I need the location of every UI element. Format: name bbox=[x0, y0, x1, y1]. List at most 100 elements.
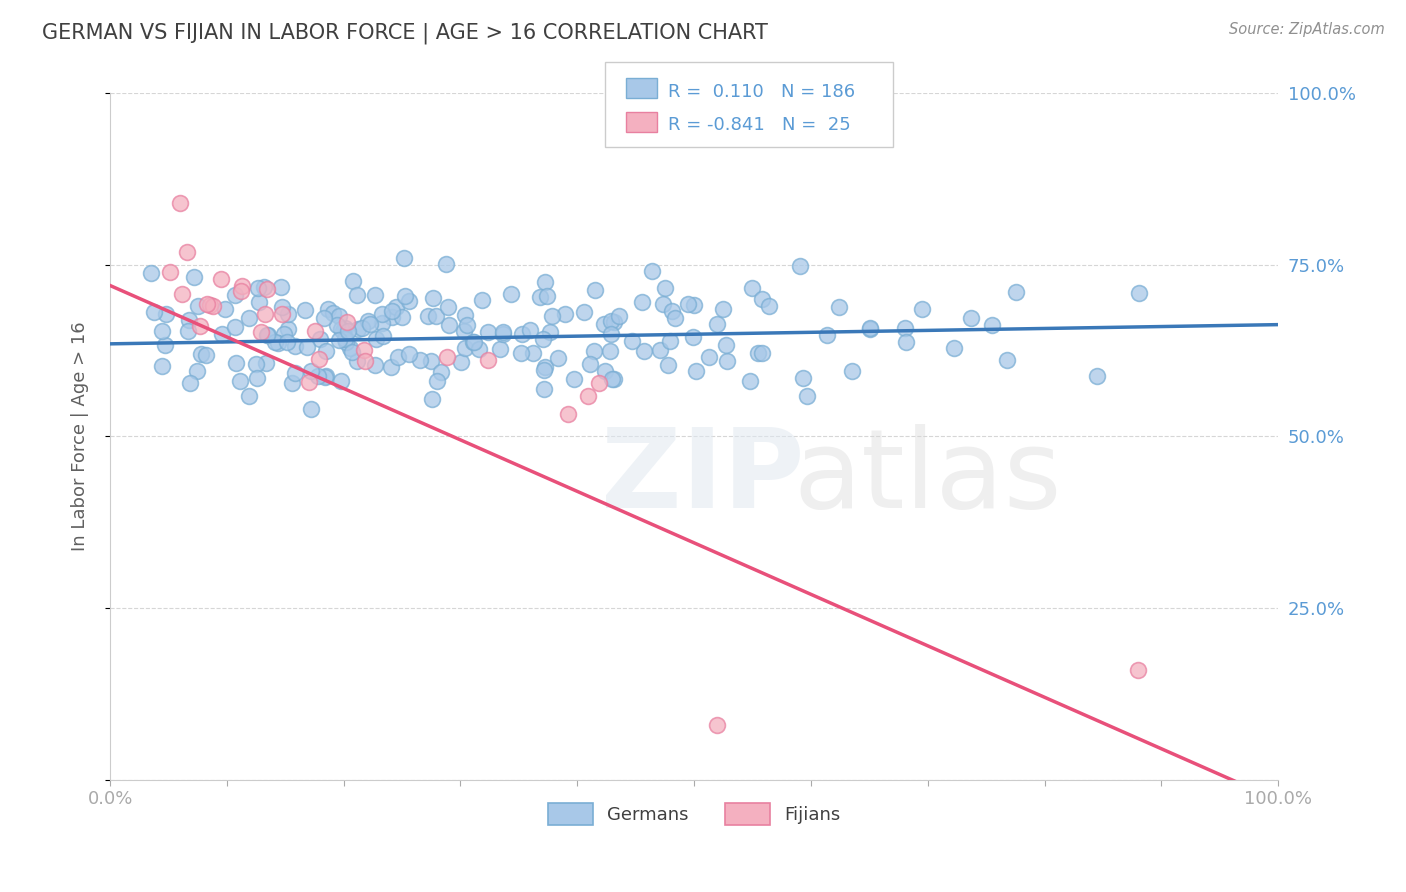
Point bbox=[277, 307, 299, 321]
Text: atlas: atlas bbox=[793, 425, 1062, 531]
Point bbox=[492, 327, 515, 342]
Point bbox=[284, 339, 307, 353]
Point bbox=[564, 372, 586, 386]
Point bbox=[751, 346, 773, 360]
Point bbox=[391, 310, 413, 325]
Point bbox=[911, 302, 934, 317]
Point bbox=[308, 352, 330, 367]
Point bbox=[176, 245, 198, 260]
Point bbox=[340, 344, 363, 359]
Point bbox=[859, 322, 882, 336]
Point bbox=[454, 341, 477, 355]
Point bbox=[294, 303, 316, 318]
Point bbox=[335, 334, 357, 349]
Point bbox=[420, 392, 443, 406]
Point bbox=[488, 343, 510, 357]
Point bbox=[253, 280, 276, 294]
Text: R = -0.841   N =  25: R = -0.841 N = 25 bbox=[668, 116, 851, 134]
Point bbox=[741, 281, 763, 295]
Point bbox=[576, 389, 599, 403]
Point bbox=[436, 300, 458, 314]
Point bbox=[342, 275, 364, 289]
Point bbox=[519, 322, 541, 336]
Point bbox=[789, 259, 811, 273]
Point bbox=[353, 343, 375, 357]
Point bbox=[408, 352, 430, 367]
Point bbox=[633, 343, 655, 358]
Point bbox=[264, 334, 287, 349]
Point bbox=[583, 283, 606, 297]
Point bbox=[583, 343, 606, 358]
Point bbox=[658, 334, 681, 348]
Point bbox=[477, 325, 499, 339]
Point bbox=[1128, 285, 1150, 300]
Point bbox=[315, 368, 337, 383]
Point bbox=[678, 297, 700, 311]
Point bbox=[381, 310, 404, 324]
Point bbox=[1085, 369, 1108, 384]
Point bbox=[716, 338, 738, 352]
Point bbox=[336, 315, 359, 329]
Point bbox=[385, 301, 408, 315]
Point bbox=[256, 328, 278, 343]
Point bbox=[195, 297, 218, 311]
Point bbox=[316, 302, 339, 317]
Point bbox=[960, 310, 983, 325]
Point bbox=[363, 288, 385, 302]
Point bbox=[256, 282, 278, 296]
Point bbox=[266, 335, 288, 350]
Point bbox=[706, 717, 728, 731]
Point bbox=[588, 376, 610, 390]
Point bbox=[531, 332, 554, 346]
Point bbox=[453, 308, 475, 322]
Point bbox=[1126, 663, 1149, 677]
Point bbox=[429, 365, 451, 379]
Point bbox=[621, 334, 644, 348]
Point bbox=[183, 269, 205, 284]
Point bbox=[190, 319, 212, 334]
Point bbox=[152, 359, 174, 373]
Point bbox=[747, 346, 769, 360]
Point bbox=[661, 303, 683, 318]
Point bbox=[186, 364, 208, 378]
Point bbox=[510, 326, 533, 341]
Point bbox=[352, 321, 374, 335]
Point bbox=[942, 341, 965, 355]
Point bbox=[522, 345, 544, 359]
Point bbox=[600, 371, 623, 385]
Point bbox=[139, 266, 162, 280]
Point bbox=[271, 307, 294, 321]
Point bbox=[574, 305, 596, 319]
Legend: Germans, Fijians: Germans, Fijians bbox=[540, 796, 848, 832]
Point bbox=[461, 335, 484, 350]
Point bbox=[153, 338, 176, 352]
Point bbox=[593, 364, 616, 378]
Point bbox=[654, 280, 676, 294]
Point bbox=[706, 317, 728, 331]
Point bbox=[603, 315, 626, 329]
Point bbox=[995, 353, 1018, 368]
Point bbox=[607, 310, 630, 324]
Point bbox=[437, 318, 460, 333]
Point bbox=[214, 301, 236, 316]
Point bbox=[297, 340, 319, 354]
Point bbox=[159, 265, 181, 279]
Point bbox=[664, 311, 686, 326]
Point bbox=[256, 327, 278, 342]
Text: ZIP: ZIP bbox=[600, 425, 804, 531]
Point bbox=[211, 326, 233, 341]
Point bbox=[422, 291, 444, 305]
Point bbox=[155, 307, 177, 321]
Point bbox=[371, 329, 394, 343]
Point bbox=[304, 324, 326, 338]
Point bbox=[328, 333, 350, 347]
Point bbox=[471, 293, 494, 307]
Point bbox=[330, 322, 353, 336]
Point bbox=[315, 344, 337, 359]
Point bbox=[247, 295, 270, 310]
Point bbox=[299, 364, 322, 378]
Point bbox=[172, 286, 194, 301]
Point bbox=[381, 304, 404, 318]
Point bbox=[254, 356, 277, 370]
Point bbox=[330, 374, 353, 388]
